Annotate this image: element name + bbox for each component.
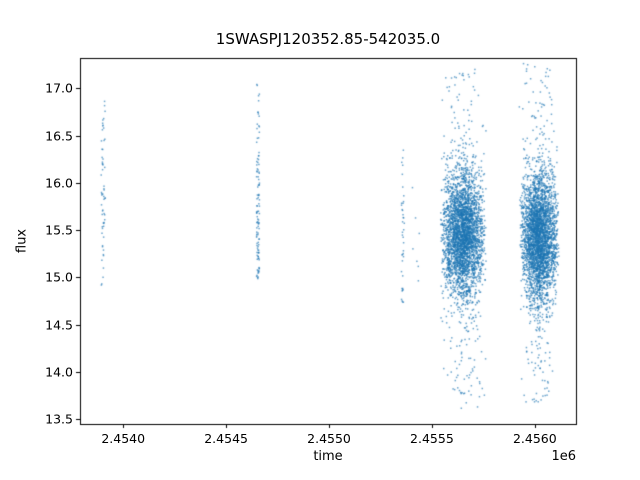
x-tick-label: 2.4560 <box>512 431 557 446</box>
y-tick-label: 15.5 <box>45 222 73 238</box>
y-tick-label: 13.5 <box>45 411 73 427</box>
y-axis-label: flux <box>14 228 30 254</box>
y-tick-label: 14.5 <box>45 317 73 333</box>
chart-title: 1SWASPJ120352.85-542035.0 <box>215 30 441 48</box>
y-tick-label: 14.0 <box>45 364 73 380</box>
y-tick-label: 15.0 <box>45 269 73 285</box>
y-tick-label: 16.5 <box>45 128 73 144</box>
x-tick-label: 2.4550 <box>307 431 351 446</box>
x-axis-offset-label: 1e6 <box>551 449 576 464</box>
x-axis-label: time <box>313 449 343 464</box>
x-tick-label: 2.4555 <box>410 431 454 446</box>
x-tick-label: 2.4545 <box>204 431 248 446</box>
y-tick-label: 16.0 <box>45 175 73 191</box>
y-tick-label: 17.0 <box>45 80 73 96</box>
x-tick-label: 2.4540 <box>101 431 146 446</box>
